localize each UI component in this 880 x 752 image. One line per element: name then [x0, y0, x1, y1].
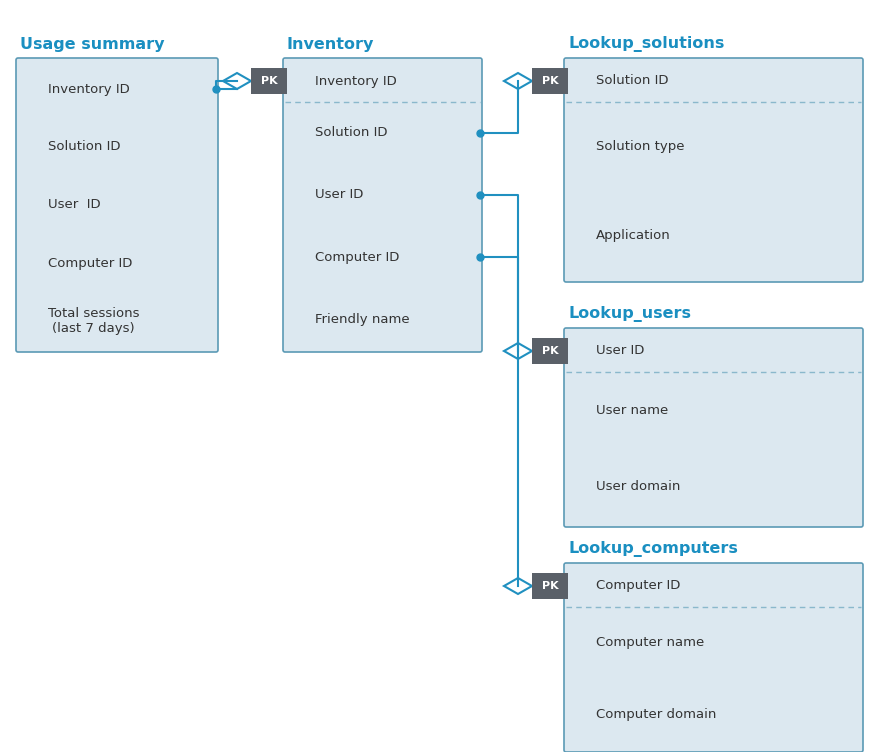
- Text: Computer ID: Computer ID: [315, 250, 400, 263]
- FancyBboxPatch shape: [16, 58, 218, 352]
- Text: User ID: User ID: [315, 189, 363, 202]
- FancyBboxPatch shape: [251, 68, 287, 94]
- Text: User ID: User ID: [596, 344, 644, 357]
- Text: User name: User name: [596, 404, 668, 417]
- FancyBboxPatch shape: [284, 59, 481, 103]
- FancyBboxPatch shape: [565, 329, 862, 373]
- Text: Inventory ID: Inventory ID: [315, 74, 397, 87]
- Text: Friendly name: Friendly name: [315, 313, 409, 326]
- Text: Lookup_solutions: Lookup_solutions: [568, 36, 724, 52]
- FancyBboxPatch shape: [532, 68, 568, 94]
- Text: Solution ID: Solution ID: [596, 74, 669, 87]
- Text: PK: PK: [260, 76, 277, 86]
- Text: Total sessions
(last 7 days): Total sessions (last 7 days): [48, 307, 140, 335]
- Text: Lookup_users: Lookup_users: [568, 306, 691, 322]
- Text: Solution ID: Solution ID: [315, 126, 387, 140]
- Text: PK: PK: [542, 346, 558, 356]
- Text: PK: PK: [542, 76, 558, 86]
- Text: Computer domain: Computer domain: [596, 708, 716, 720]
- Text: Usage summary: Usage summary: [20, 37, 165, 52]
- FancyBboxPatch shape: [565, 59, 862, 103]
- Text: User  ID: User ID: [48, 199, 100, 211]
- Text: Computer name: Computer name: [596, 636, 704, 649]
- Text: Solution ID: Solution ID: [48, 141, 121, 153]
- Text: PK: PK: [542, 581, 558, 591]
- Text: Solution type: Solution type: [596, 140, 685, 153]
- Text: User domain: User domain: [596, 481, 680, 493]
- FancyBboxPatch shape: [564, 328, 863, 527]
- FancyBboxPatch shape: [565, 564, 862, 608]
- Text: Lookup_computers: Lookup_computers: [568, 541, 737, 557]
- Text: Computer ID: Computer ID: [48, 256, 132, 269]
- FancyBboxPatch shape: [532, 338, 568, 364]
- Text: Inventory: Inventory: [287, 37, 374, 52]
- FancyBboxPatch shape: [564, 563, 863, 752]
- Text: Computer ID: Computer ID: [596, 580, 680, 593]
- FancyBboxPatch shape: [564, 58, 863, 282]
- FancyBboxPatch shape: [532, 573, 568, 599]
- Text: Application: Application: [596, 229, 671, 242]
- Text: Inventory ID: Inventory ID: [48, 83, 129, 96]
- FancyBboxPatch shape: [283, 58, 482, 352]
